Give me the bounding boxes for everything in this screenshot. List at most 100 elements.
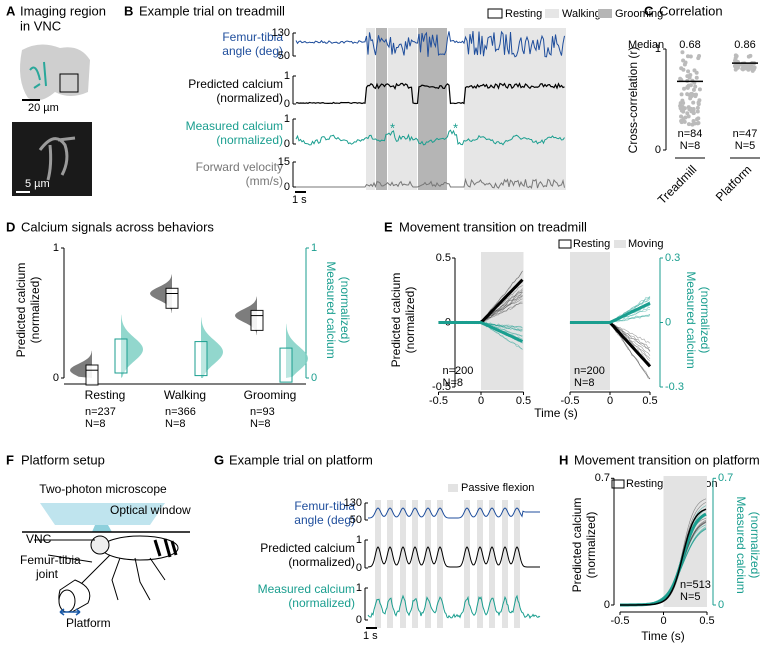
diagram-label: VNC (26, 532, 52, 546)
n-label: N=8 (250, 418, 271, 430)
point (678, 76, 683, 81)
point (691, 87, 696, 92)
diagram-label: Optical window (110, 503, 191, 517)
tick-label: 1 (356, 582, 362, 594)
legend-label: Moving (628, 238, 663, 250)
tick-label: 0 (718, 599, 724, 611)
axis-label: (normalized) (403, 287, 417, 354)
row-label: angle (deg) (222, 44, 283, 58)
point (686, 114, 691, 119)
point (679, 114, 684, 119)
behavior-shading (366, 28, 375, 190)
panel-label: D (6, 219, 15, 234)
axis-label: (normalized) (338, 277, 352, 344)
tick-label: 0 (607, 395, 613, 407)
row-label: (normalized) (216, 133, 283, 147)
flexion-shading (477, 500, 483, 628)
tick-label: 0.5 (516, 395, 531, 407)
tick-label: 130 (272, 27, 290, 39)
tick-label: 0 (478, 395, 484, 407)
point (733, 53, 738, 58)
point (685, 111, 690, 116)
tick-label: 0.5 (642, 395, 657, 407)
panel-f-diagram (22, 503, 190, 616)
asterisk: * (453, 120, 458, 135)
point (692, 92, 697, 97)
n-label: N=8 (574, 377, 595, 389)
panel-title: Correlation (659, 3, 723, 18)
axis-label: Predicted calcium (14, 263, 28, 358)
tick-label: 0 (356, 562, 362, 574)
axis-label: Predicted calcium (570, 498, 584, 593)
axis-label: Cross-correlation (r) (626, 47, 640, 154)
point (697, 87, 702, 92)
behavior-shading (388, 28, 417, 190)
axis-label: Time (s) (534, 406, 578, 420)
point (694, 75, 699, 80)
axis-label: (normalized) (698, 287, 712, 354)
n-label: N=5 (680, 591, 701, 603)
tick-label: 1 (284, 70, 290, 82)
asterisk: * (390, 120, 395, 135)
axis-label: Measured calcium (684, 271, 698, 368)
n-label: n=47 (733, 128, 758, 140)
fly-stripes (153, 538, 178, 558)
group-label: Resting (85, 388, 126, 402)
group-label: Platform (713, 162, 754, 203)
point (686, 69, 691, 74)
angle-trace (295, 30, 565, 58)
point (680, 50, 685, 55)
angle-trace (368, 507, 540, 519)
point (691, 107, 696, 112)
panel-title: in VNC (20, 18, 61, 33)
flexion-shading (514, 500, 520, 628)
flexion-shading (489, 500, 495, 628)
legend-swatch (448, 484, 458, 492)
legend-swatch (611, 479, 625, 489)
point (685, 92, 690, 97)
point (680, 104, 685, 109)
n-label: n=93 (250, 406, 275, 418)
tick-label: 50 (350, 514, 362, 526)
panel-title: Example trial on treadmill (139, 3, 285, 18)
measured-trace (295, 129, 565, 146)
flexion-shading (375, 500, 381, 628)
panel-a-images (12, 42, 92, 196)
median-value: 0.68 (679, 39, 700, 51)
point (681, 58, 686, 63)
tick-label: 0.7 (718, 472, 733, 484)
flexion-shading (400, 500, 406, 628)
axis-label: Measured calcium (734, 496, 748, 593)
axis-label: (normalized) (748, 512, 762, 579)
panel-label: H (559, 452, 568, 467)
tick-label: 0.3 (665, 252, 680, 264)
predicted-mean (620, 508, 707, 606)
measured-mean (438, 321, 524, 343)
flexion-shading (425, 500, 431, 628)
group-label: Treadmill (655, 162, 699, 206)
fly-legs (79, 554, 166, 601)
point (682, 86, 687, 91)
axis-label: Measured calcium (324, 261, 338, 358)
legend-label: Resting (626, 478, 663, 490)
tick-label: 1 (284, 113, 290, 125)
behavior-shading (418, 28, 447, 190)
point (691, 119, 696, 124)
tick-label: 1 (53, 242, 59, 254)
tick-label: 1 (311, 242, 317, 254)
tick-label: 0 (311, 372, 317, 384)
point (696, 102, 701, 107)
n-label: N=8 (443, 377, 464, 389)
diagram-label: joint (35, 567, 59, 581)
tick-label: 15 (278, 156, 290, 168)
tick-label: 0 (660, 615, 666, 627)
n-label: n=237 (85, 406, 116, 418)
panel-label: E (384, 219, 393, 234)
tick-label: 0 (284, 138, 290, 150)
row-label: Femur-tibia (222, 30, 283, 44)
point (697, 98, 702, 103)
panel-title: Movement transition on platform (574, 452, 760, 467)
row-label: Measured calcium (186, 119, 283, 133)
point (695, 121, 700, 126)
tick-label: 0 (284, 98, 290, 110)
